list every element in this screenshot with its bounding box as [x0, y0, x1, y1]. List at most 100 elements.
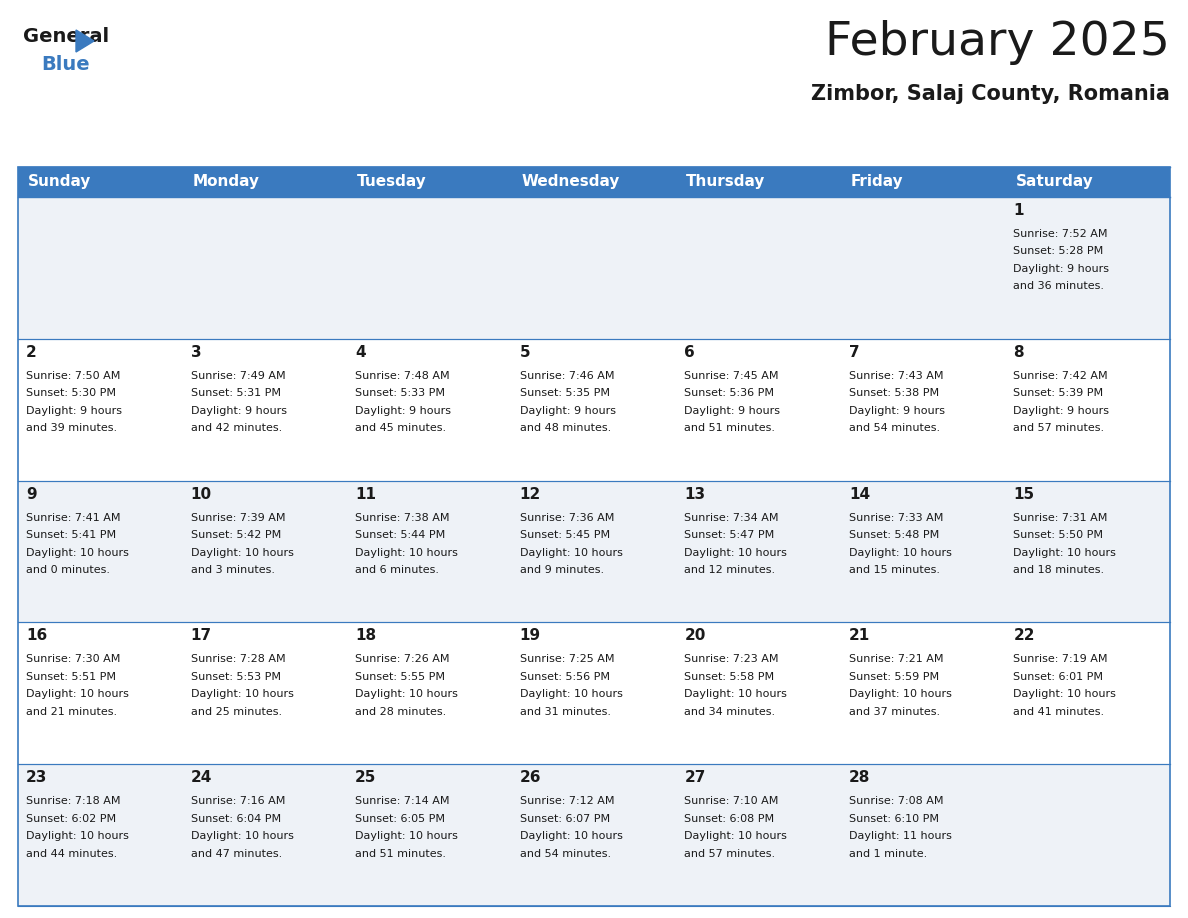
Text: Daylight: 10 hours: Daylight: 10 hours: [26, 689, 128, 700]
Text: Sunset: 6:07 PM: Sunset: 6:07 PM: [519, 813, 609, 823]
Text: and 15 minutes.: and 15 minutes.: [849, 565, 940, 575]
Text: Daylight: 10 hours: Daylight: 10 hours: [1013, 548, 1117, 557]
Text: Sunrise: 7:30 AM: Sunrise: 7:30 AM: [26, 655, 120, 665]
Text: Sunrise: 7:43 AM: Sunrise: 7:43 AM: [849, 371, 943, 381]
Text: Sunset: 5:53 PM: Sunset: 5:53 PM: [190, 672, 280, 682]
Text: 24: 24: [190, 770, 211, 785]
Text: Daylight: 10 hours: Daylight: 10 hours: [190, 831, 293, 841]
Text: Sunrise: 7:23 AM: Sunrise: 7:23 AM: [684, 655, 779, 665]
Text: Daylight: 10 hours: Daylight: 10 hours: [519, 831, 623, 841]
Text: Zimbor, Salaj County, Romania: Zimbor, Salaj County, Romania: [811, 84, 1170, 104]
Text: 6: 6: [684, 345, 695, 360]
Text: and 39 minutes.: and 39 minutes.: [26, 423, 118, 433]
Text: Sunset: 5:55 PM: Sunset: 5:55 PM: [355, 672, 446, 682]
Text: 9: 9: [26, 487, 37, 501]
Text: 4: 4: [355, 345, 366, 360]
Text: 22: 22: [1013, 629, 1035, 644]
Text: and 41 minutes.: and 41 minutes.: [1013, 707, 1105, 717]
Text: Sunrise: 7:45 AM: Sunrise: 7:45 AM: [684, 371, 779, 381]
Text: and 18 minutes.: and 18 minutes.: [1013, 565, 1105, 575]
Text: and 12 minutes.: and 12 minutes.: [684, 565, 776, 575]
Text: Sunset: 5:47 PM: Sunset: 5:47 PM: [684, 530, 775, 540]
Text: Sunset: 6:05 PM: Sunset: 6:05 PM: [355, 813, 446, 823]
Text: 28: 28: [849, 770, 871, 785]
Text: Sunset: 5:51 PM: Sunset: 5:51 PM: [26, 672, 116, 682]
Text: Sunrise: 7:21 AM: Sunrise: 7:21 AM: [849, 655, 943, 665]
Text: and 28 minutes.: and 28 minutes.: [355, 707, 447, 717]
Text: 8: 8: [1013, 345, 1024, 360]
Text: and 54 minutes.: and 54 minutes.: [519, 849, 611, 858]
Text: and 0 minutes.: and 0 minutes.: [26, 565, 110, 575]
Text: and 1 minute.: and 1 minute.: [849, 849, 927, 858]
Text: Sunrise: 7:16 AM: Sunrise: 7:16 AM: [190, 796, 285, 806]
Text: Sunset: 5:31 PM: Sunset: 5:31 PM: [190, 388, 280, 398]
Text: Daylight: 10 hours: Daylight: 10 hours: [684, 689, 788, 700]
Text: and 48 minutes.: and 48 minutes.: [519, 423, 611, 433]
Text: Sunrise: 7:31 AM: Sunrise: 7:31 AM: [1013, 512, 1107, 522]
Bar: [18, 481, 1170, 622]
Text: Sunset: 5:33 PM: Sunset: 5:33 PM: [355, 388, 446, 398]
Text: Daylight: 9 hours: Daylight: 9 hours: [1013, 264, 1110, 274]
Text: 7: 7: [849, 345, 859, 360]
Text: Sunset: 6:08 PM: Sunset: 6:08 PM: [684, 813, 775, 823]
Text: Sunrise: 7:12 AM: Sunrise: 7:12 AM: [519, 796, 614, 806]
Text: Blue: Blue: [42, 55, 89, 74]
Text: Sunrise: 7:34 AM: Sunrise: 7:34 AM: [684, 512, 779, 522]
Text: February 2025: February 2025: [826, 20, 1170, 65]
Text: and 36 minutes.: and 36 minutes.: [1013, 282, 1105, 292]
Text: Daylight: 10 hours: Daylight: 10 hours: [519, 548, 623, 557]
Text: Daylight: 9 hours: Daylight: 9 hours: [684, 406, 781, 416]
Text: Sunrise: 7:36 AM: Sunrise: 7:36 AM: [519, 512, 614, 522]
Text: Sunrise: 7:26 AM: Sunrise: 7:26 AM: [355, 655, 449, 665]
Text: Sunrise: 7:19 AM: Sunrise: 7:19 AM: [1013, 655, 1108, 665]
Text: Daylight: 10 hours: Daylight: 10 hours: [519, 689, 623, 700]
Polygon shape: [76, 30, 94, 52]
Text: Sunrise: 7:33 AM: Sunrise: 7:33 AM: [849, 512, 943, 522]
Text: 10: 10: [190, 487, 211, 501]
Text: Daylight: 10 hours: Daylight: 10 hours: [849, 689, 952, 700]
Text: Daylight: 10 hours: Daylight: 10 hours: [355, 548, 459, 557]
Text: Sunrise: 7:28 AM: Sunrise: 7:28 AM: [190, 655, 285, 665]
Text: Sunset: 5:38 PM: Sunset: 5:38 PM: [849, 388, 939, 398]
Text: Sunset: 6:01 PM: Sunset: 6:01 PM: [1013, 672, 1104, 682]
Bar: [18, 167, 1170, 906]
Text: and 44 minutes.: and 44 minutes.: [26, 849, 118, 858]
Text: Sunrise: 7:38 AM: Sunrise: 7:38 AM: [355, 512, 449, 522]
Text: and 54 minutes.: and 54 minutes.: [849, 423, 940, 433]
Text: 11: 11: [355, 487, 377, 501]
Text: Daylight: 9 hours: Daylight: 9 hours: [26, 406, 122, 416]
Bar: [18, 197, 1170, 339]
Text: Daylight: 10 hours: Daylight: 10 hours: [190, 548, 293, 557]
Text: 5: 5: [519, 345, 530, 360]
Text: Sunrise: 7:50 AM: Sunrise: 7:50 AM: [26, 371, 120, 381]
Text: and 51 minutes.: and 51 minutes.: [355, 849, 447, 858]
Text: Thursday: Thursday: [687, 174, 765, 189]
Text: 15: 15: [1013, 487, 1035, 501]
Text: 1: 1: [1013, 203, 1024, 218]
Text: Daylight: 9 hours: Daylight: 9 hours: [1013, 406, 1110, 416]
Text: Tuesday: Tuesday: [358, 174, 426, 189]
Text: Sunrise: 7:39 AM: Sunrise: 7:39 AM: [190, 512, 285, 522]
Text: 3: 3: [190, 345, 201, 360]
Text: and 34 minutes.: and 34 minutes.: [684, 707, 776, 717]
Text: Sunset: 5:35 PM: Sunset: 5:35 PM: [519, 388, 609, 398]
Text: 17: 17: [190, 629, 211, 644]
Text: Sunrise: 7:42 AM: Sunrise: 7:42 AM: [1013, 371, 1108, 381]
Bar: [18, 764, 1170, 906]
Text: Sunset: 5:41 PM: Sunset: 5:41 PM: [26, 530, 116, 540]
Text: and 25 minutes.: and 25 minutes.: [190, 707, 282, 717]
Text: Sunset: 5:42 PM: Sunset: 5:42 PM: [190, 530, 280, 540]
Text: Daylight: 10 hours: Daylight: 10 hours: [26, 831, 128, 841]
Text: 2: 2: [26, 345, 37, 360]
Text: Sunset: 5:59 PM: Sunset: 5:59 PM: [849, 672, 939, 682]
Text: 16: 16: [26, 629, 48, 644]
Text: Sunset: 6:02 PM: Sunset: 6:02 PM: [26, 813, 116, 823]
Text: and 45 minutes.: and 45 minutes.: [355, 423, 447, 433]
Text: Saturday: Saturday: [1016, 174, 1093, 189]
Bar: [18, 167, 1170, 197]
Text: Sunset: 6:04 PM: Sunset: 6:04 PM: [190, 813, 280, 823]
Text: Sunrise: 7:14 AM: Sunrise: 7:14 AM: [355, 796, 449, 806]
Text: 13: 13: [684, 487, 706, 501]
Text: Daylight: 9 hours: Daylight: 9 hours: [355, 406, 451, 416]
Text: 18: 18: [355, 629, 377, 644]
